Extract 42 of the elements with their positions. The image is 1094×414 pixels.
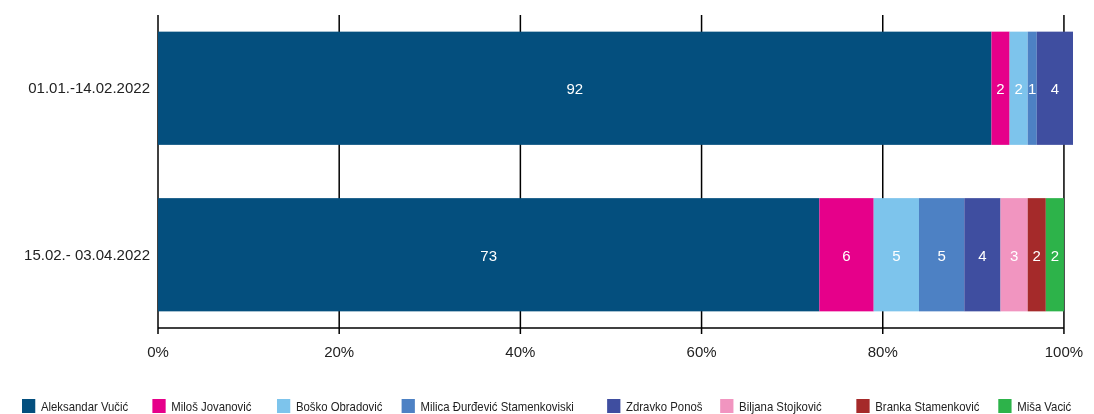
legend-label: Zdravko Ponoš — [626, 399, 703, 414]
data-label: 4 — [1050, 80, 1060, 98]
bar — [1027, 198, 1046, 312]
data-label: 6 — [842, 246, 851, 264]
bar — [1000, 198, 1028, 312]
data-label: 73 — [480, 246, 498, 264]
x-tick-label: 40% — [505, 343, 536, 360]
y-tick-label: 01.01.-14.02.2022 — [28, 79, 150, 97]
bar — [873, 198, 919, 312]
data-label: 4 — [978, 246, 987, 264]
bar — [158, 31, 992, 145]
bar — [1045, 198, 1064, 312]
data-label: 2 — [1032, 246, 1041, 264]
legend-label: Miša Vacić — [1017, 399, 1072, 414]
x-tick-label: 0% — [147, 343, 169, 360]
data-label: 5 — [892, 246, 901, 264]
bar — [158, 198, 820, 312]
legend-label: Biljana Stojković — [739, 399, 822, 414]
data-label: 92 — [566, 80, 584, 98]
data-label: 2 — [1050, 246, 1060, 264]
data-label: 1 — [1028, 80, 1037, 98]
data-label: 3 — [1009, 246, 1019, 264]
bar — [964, 198, 1001, 312]
x-tick-label: 60% — [686, 343, 717, 360]
data-label: 2 — [1014, 80, 1023, 98]
data-label: 5 — [937, 246, 946, 264]
legend-label: Milica Đurđević Stamenkoviski — [420, 399, 574, 414]
bar — [1027, 31, 1037, 145]
y-tick-label: 15.02.- 03.04.2022 — [24, 245, 150, 263]
x-tick-label: 100% — [1044, 343, 1084, 360]
bar — [991, 31, 1010, 145]
legend-label: Aleksandar Vučić — [40, 399, 129, 414]
legend-label: Branka Stamenković — [875, 399, 980, 414]
legend-label: Boško Obradović — [295, 399, 383, 414]
bar — [1036, 31, 1073, 145]
bar — [819, 198, 874, 312]
data-label: 2 — [996, 80, 1005, 98]
x-tick-label: 20% — [324, 343, 355, 360]
bar — [1009, 31, 1028, 145]
x-tick-label: 80% — [867, 343, 898, 360]
legend-label: Miloš Jovanović — [171, 399, 252, 414]
bar — [918, 198, 965, 312]
